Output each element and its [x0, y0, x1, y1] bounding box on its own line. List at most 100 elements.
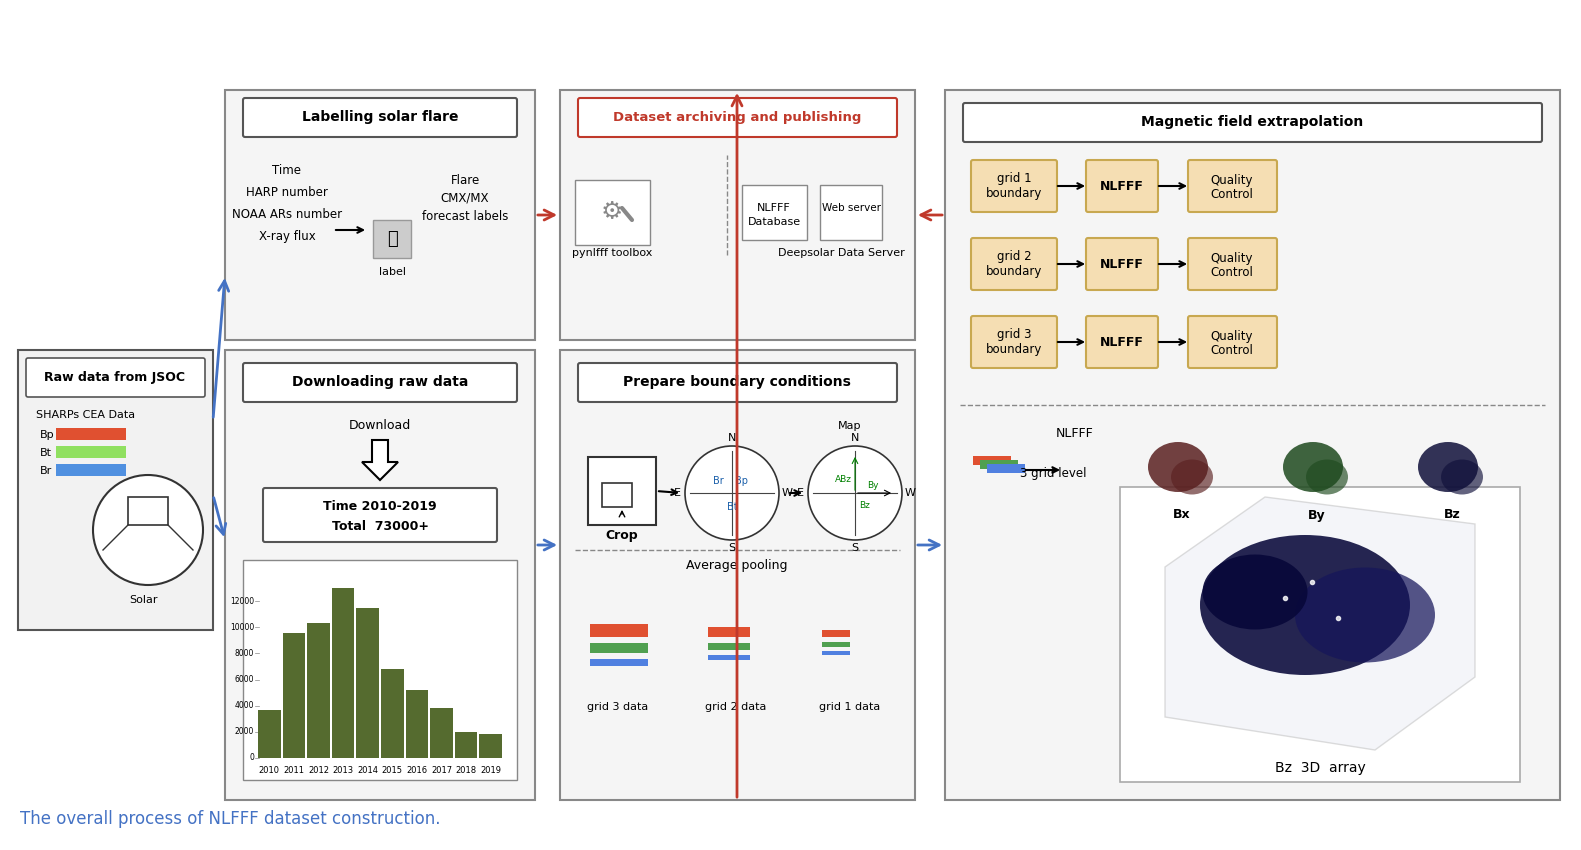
- FancyBboxPatch shape: [1086, 238, 1157, 290]
- Text: NOAA ARs number: NOAA ARs number: [232, 207, 341, 220]
- FancyBboxPatch shape: [262, 488, 496, 542]
- Text: W: W: [781, 488, 792, 498]
- Bar: [128, 497, 168, 525]
- Text: Quality: Quality: [1211, 330, 1254, 343]
- Bar: [590, 643, 648, 653]
- Text: grid 2
boundary: grid 2 boundary: [987, 250, 1042, 278]
- Text: Labelling solar flare: Labelling solar flare: [302, 110, 458, 124]
- Bar: [17, 350, 213, 630]
- Text: Average pooling: Average pooling: [686, 558, 787, 571]
- Bar: [356, 608, 379, 758]
- Text: S: S: [852, 543, 858, 553]
- Polygon shape: [362, 440, 398, 480]
- Text: Quality: Quality: [1211, 173, 1254, 186]
- Bar: [225, 90, 534, 340]
- FancyBboxPatch shape: [1187, 160, 1277, 212]
- Text: 10000: 10000: [229, 623, 255, 632]
- Bar: [373, 220, 411, 258]
- Bar: [588, 457, 656, 525]
- Text: E: E: [674, 488, 680, 498]
- Bar: [258, 710, 280, 758]
- Text: 0: 0: [250, 753, 255, 762]
- FancyBboxPatch shape: [579, 98, 896, 137]
- Bar: [1119, 487, 1519, 782]
- Text: Bp: Bp: [40, 430, 55, 440]
- Bar: [332, 588, 354, 758]
- Text: Total  73000+: Total 73000+: [332, 519, 428, 532]
- Text: N: N: [851, 433, 858, 443]
- Text: By: By: [1307, 508, 1326, 522]
- Text: Solar: Solar: [128, 595, 157, 605]
- Text: NLFFF: NLFFF: [757, 203, 790, 213]
- Ellipse shape: [1306, 460, 1349, 495]
- Bar: [307, 623, 330, 758]
- Text: SHARPs CEA Data: SHARPs CEA Data: [36, 410, 134, 420]
- Text: Crop: Crop: [606, 529, 639, 541]
- Text: 2014: 2014: [357, 766, 378, 775]
- Text: CMX/MX: CMX/MX: [441, 191, 489, 205]
- Bar: [741, 185, 806, 240]
- Bar: [590, 659, 648, 666]
- Bar: [980, 460, 1018, 469]
- Text: 🏷: 🏷: [387, 230, 397, 248]
- Ellipse shape: [1440, 460, 1483, 495]
- Text: Control: Control: [1211, 188, 1254, 201]
- Bar: [455, 732, 477, 758]
- Bar: [590, 624, 648, 637]
- Bar: [55, 446, 126, 458]
- Text: Br: Br: [40, 466, 52, 476]
- Text: By: By: [868, 480, 879, 490]
- FancyBboxPatch shape: [971, 316, 1058, 368]
- Polygon shape: [1165, 497, 1475, 750]
- Bar: [243, 560, 517, 780]
- Circle shape: [808, 446, 903, 540]
- Text: E: E: [797, 488, 803, 498]
- Text: grid 3 data: grid 3 data: [588, 702, 648, 712]
- Text: Bz: Bz: [860, 501, 871, 509]
- FancyBboxPatch shape: [971, 160, 1058, 212]
- Text: Br: Br: [713, 476, 724, 486]
- Ellipse shape: [1203, 554, 1307, 630]
- Circle shape: [93, 475, 202, 585]
- Text: Download: Download: [349, 418, 411, 432]
- Text: Deepsolar Data Server: Deepsolar Data Server: [778, 248, 904, 258]
- Text: grid 1
boundary: grid 1 boundary: [987, 172, 1042, 200]
- FancyBboxPatch shape: [243, 363, 517, 402]
- Text: 2017: 2017: [432, 766, 452, 775]
- FancyBboxPatch shape: [1086, 160, 1157, 212]
- Ellipse shape: [1418, 442, 1478, 492]
- Text: Bx: Bx: [1173, 508, 1190, 522]
- Text: Flare: Flare: [451, 173, 479, 186]
- Text: grid 2 data: grid 2 data: [705, 702, 767, 712]
- Bar: [560, 350, 915, 800]
- Text: Magnetic field extrapolation: Magnetic field extrapolation: [1141, 115, 1363, 129]
- Bar: [708, 655, 749, 660]
- Ellipse shape: [1284, 442, 1342, 492]
- Text: Control: Control: [1211, 343, 1254, 356]
- Text: pynlfff toolbox: pynlfff toolbox: [572, 248, 653, 258]
- Text: 3 grid level: 3 grid level: [1020, 467, 1086, 479]
- Bar: [821, 185, 882, 240]
- FancyBboxPatch shape: [579, 363, 896, 402]
- Bar: [283, 632, 305, 758]
- Text: 2000: 2000: [234, 728, 255, 736]
- Text: X-ray flux: X-ray flux: [259, 230, 315, 242]
- Text: 2010: 2010: [259, 766, 280, 775]
- Text: forecast labels: forecast labels: [422, 209, 508, 223]
- Ellipse shape: [1200, 535, 1410, 675]
- FancyBboxPatch shape: [963, 103, 1541, 142]
- Text: NLFFF: NLFFF: [1100, 179, 1145, 192]
- Ellipse shape: [1148, 442, 1208, 492]
- Bar: [822, 642, 851, 647]
- Text: 2015: 2015: [381, 766, 403, 775]
- Text: grid 1 data: grid 1 data: [819, 702, 881, 712]
- Text: ABz: ABz: [835, 474, 852, 484]
- Text: Bt: Bt: [40, 448, 52, 458]
- Text: Control: Control: [1211, 265, 1254, 279]
- Text: 2012: 2012: [308, 766, 329, 775]
- Text: Bt: Bt: [727, 502, 737, 512]
- Text: N: N: [727, 433, 737, 443]
- Text: Time 2010-2019: Time 2010-2019: [323, 500, 436, 513]
- Ellipse shape: [1295, 568, 1436, 662]
- Text: 2011: 2011: [283, 766, 305, 775]
